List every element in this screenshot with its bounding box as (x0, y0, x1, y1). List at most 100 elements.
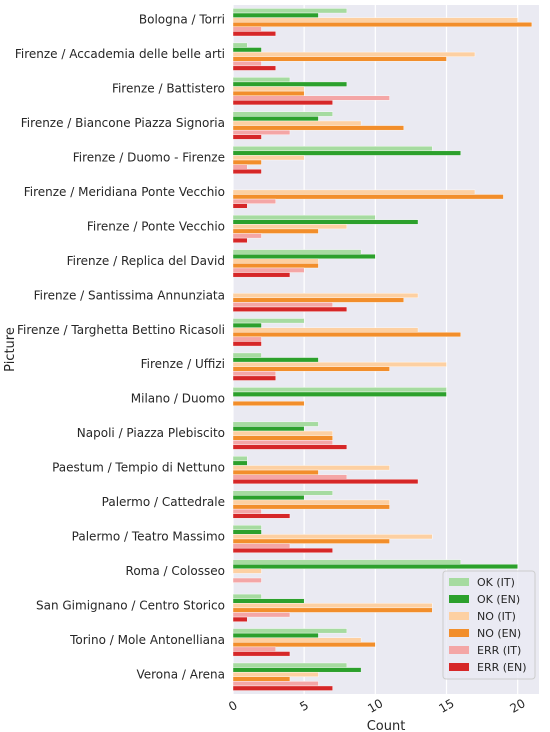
x-tick-labels: 0 5 10 15 20 (226, 696, 528, 716)
bar (232, 632, 319, 638)
bar (232, 529, 262, 535)
bar (232, 616, 248, 622)
y-tick-label: Firenze / Replica del David (67, 254, 225, 268)
bar (232, 490, 333, 496)
bar (232, 642, 376, 648)
bar (232, 51, 476, 57)
y-tick-label: San Gimignano / Centro Storico (36, 598, 225, 612)
bar (232, 547, 333, 553)
y-tick-label: Verona / Arena (136, 667, 225, 681)
legend-label: OK (IT) (477, 576, 515, 589)
x-axis-title: Count (367, 719, 406, 732)
bar (232, 504, 390, 510)
bar (232, 371, 276, 377)
bar (232, 129, 291, 135)
bar (232, 662, 348, 668)
bar (232, 272, 291, 278)
bar (232, 237, 248, 243)
y-tick-label: Firenze / Targhetta Bettino Ricasoli (17, 323, 225, 337)
y-tick-label: Milano / Duomo (131, 392, 225, 406)
legend-swatch (449, 595, 469, 603)
bar (232, 607, 433, 613)
bar (232, 671, 319, 677)
bar (232, 577, 262, 583)
y-tick-label: Torino / Mole Antonelliana (69, 633, 225, 647)
bar (232, 95, 390, 101)
bar (232, 249, 362, 255)
y-tick-labels: Bologna / Torri Firenze / Accademia delle… (15, 13, 225, 682)
bar (232, 203, 248, 209)
bar (232, 426, 305, 432)
bar (232, 17, 518, 23)
y-tick-label: Firenze / Duomo - Firenze (73, 151, 225, 165)
bar (232, 444, 348, 450)
bar (232, 293, 419, 299)
bar (232, 479, 419, 485)
bar (232, 155, 305, 161)
bar (232, 366, 390, 372)
bar (232, 8, 348, 14)
bar (232, 100, 333, 106)
legend-label: ERR (EN) (477, 661, 527, 674)
legend-swatch (449, 646, 469, 654)
bar (232, 456, 248, 462)
legend-swatch (449, 578, 469, 586)
bar (232, 12, 319, 18)
bar (232, 189, 476, 195)
bar (232, 81, 348, 87)
bar (232, 593, 262, 599)
legend-label: NO (EN) (477, 627, 521, 640)
bar (232, 341, 262, 347)
bar (232, 421, 319, 427)
bar (232, 111, 333, 117)
bar (232, 120, 362, 126)
bar (232, 253, 376, 259)
bar (232, 543, 291, 549)
x-tick-label: 20 (508, 696, 528, 716)
bar (232, 435, 333, 441)
legend-swatch (449, 663, 469, 671)
bar (232, 612, 291, 618)
y-tick-label: Napoli / Piazza Plebiscito (77, 426, 225, 440)
bar (232, 361, 447, 367)
bar (232, 42, 248, 48)
bar (232, 90, 305, 96)
bar (232, 508, 262, 514)
y-axis-title: Picture (3, 327, 18, 372)
bar (232, 65, 276, 71)
bar (232, 26, 262, 32)
bar (232, 61, 262, 67)
bar (232, 499, 390, 505)
bar (232, 651, 291, 657)
bar (232, 469, 319, 475)
bar (232, 31, 276, 37)
bar (232, 628, 348, 634)
bar (232, 258, 319, 264)
bar (232, 538, 390, 544)
bar (232, 22, 533, 28)
bar (232, 169, 262, 175)
y-tick-label: Palermo / Cattedrale (102, 495, 225, 509)
bar (232, 465, 390, 471)
bar (232, 297, 404, 303)
bar (232, 322, 262, 328)
legend-swatch (449, 629, 469, 637)
bar (232, 164, 248, 170)
bar (232, 233, 262, 239)
y-tick-label: Firenze / Uffizi (141, 357, 225, 371)
bar (232, 198, 276, 204)
bar (232, 267, 305, 273)
bar (232, 47, 262, 53)
legend-label: OK (EN) (477, 593, 520, 606)
x-tick-label: 0 (226, 698, 240, 714)
bar (232, 306, 348, 312)
bar (232, 400, 305, 406)
bar (232, 332, 461, 338)
bar (232, 559, 461, 565)
bar (232, 327, 419, 333)
x-tick-label: 5 (297, 698, 311, 714)
bar (232, 357, 319, 363)
bar (232, 375, 276, 381)
bar (232, 646, 276, 652)
bar (232, 534, 433, 540)
